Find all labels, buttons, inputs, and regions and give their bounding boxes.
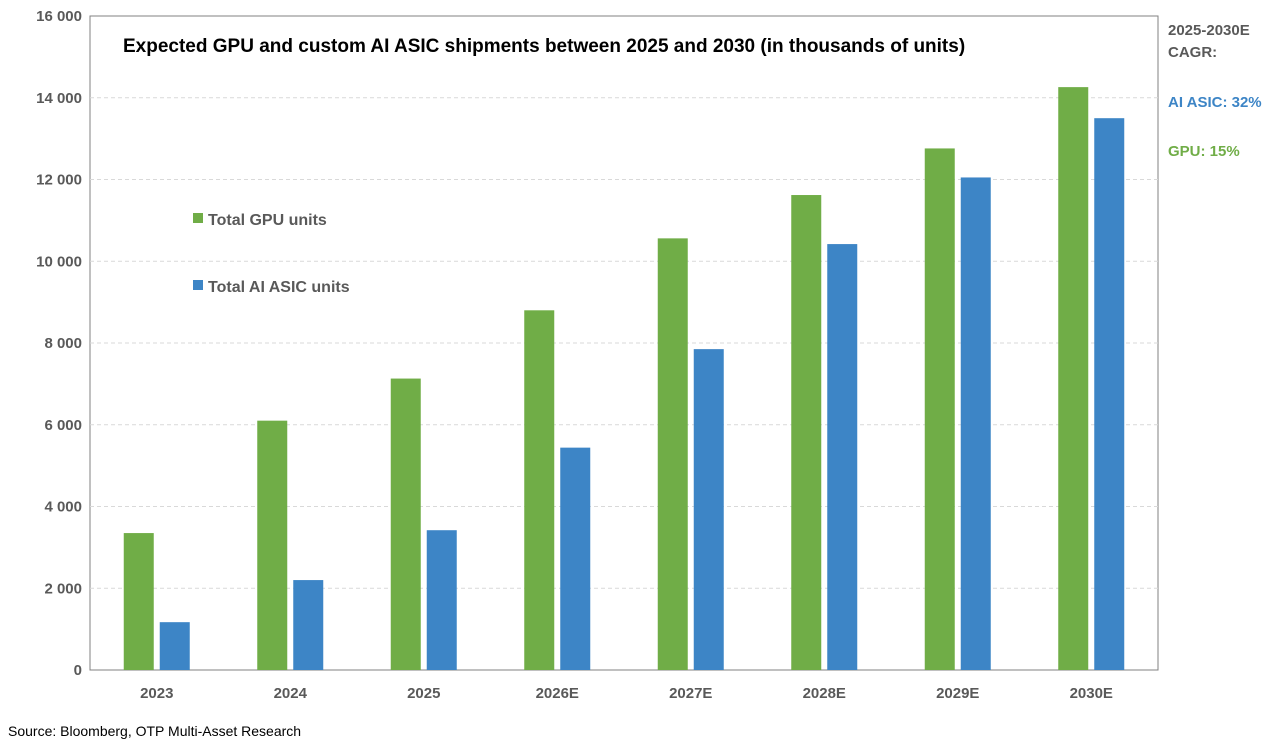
y-tick-label: 16 000	[36, 8, 82, 25]
y-tick-label: 12 000	[36, 172, 82, 189]
y-tick-label: 6 000	[44, 417, 82, 434]
x-tick-label: 2029E	[936, 685, 979, 702]
bar-gpu-2028E	[791, 195, 822, 670]
x-tick-label: 2028E	[803, 685, 846, 702]
cagr-gpu-value: GPU: 15%	[1168, 143, 1240, 160]
legend-label-asic: Total AI ASIC units	[208, 279, 350, 296]
bar-asic-2023	[159, 622, 190, 670]
bar-asic-2025	[426, 530, 457, 670]
x-tick-label: 2026E	[536, 685, 579, 702]
y-axis-ticks: 0 2 000 4 000 6 000 8 000 10 000 12 000 14 000 1…	[36, 8, 82, 679]
x-tick-label: 2023	[140, 685, 173, 702]
bar-gpu-2030E	[1058, 87, 1089, 670]
bar-asic-2027E	[693, 349, 724, 670]
y-tick-label: 8 000	[44, 335, 82, 352]
y-tick-label: 4 000	[44, 499, 82, 516]
y-tick-label: 0	[74, 662, 82, 679]
bar-gpu-2026E	[524, 310, 555, 670]
x-tick-label: 2030E	[1070, 685, 1113, 702]
legend-label-gpu: Total GPU units	[208, 212, 327, 229]
bar-asic-2024	[293, 580, 324, 670]
legend-swatch-gpu	[193, 213, 203, 223]
bar-gpu-2023	[123, 533, 154, 670]
bar-asic-2030E	[1094, 118, 1125, 670]
legend: Total GPU units Total AI ASIC units	[193, 212, 350, 296]
y-tick-label: 14 000	[36, 90, 82, 107]
bar-asic-2029E	[960, 177, 991, 671]
x-tick-label: 2025	[407, 685, 440, 702]
source-note: Source: Bloomberg, OTP Multi-Asset Resea…	[8, 723, 301, 739]
x-axis-ticks: 2023 2024 2025 2026E 2027E 2028E 2029E 2030E	[140, 685, 1113, 702]
y-tick-label: 10 000	[36, 253, 82, 270]
bars	[123, 87, 1125, 671]
cagr-heading-line1: 2025-2030E	[1168, 22, 1250, 39]
cagr-heading-line2: CAGR:	[1168, 44, 1217, 61]
cagr-box: 2025-2030E CAGR: AI ASIC: 32% GPU: 15%	[1168, 22, 1262, 160]
bar-asic-2028E	[827, 244, 858, 670]
chart-title: Expected GPU and custom AI ASIC shipment…	[123, 36, 965, 57]
bar-gpu-2025	[390, 378, 421, 670]
x-tick-label: 2027E	[669, 685, 712, 702]
bar-gpu-2024	[257, 420, 288, 670]
cagr-asic-value: AI ASIC: 32%	[1168, 94, 1262, 111]
bar-gpu-2027E	[657, 238, 688, 671]
y-tick-label: 2 000	[44, 580, 82, 597]
bar-asic-2026E	[560, 447, 591, 670]
x-tick-label: 2024	[274, 685, 308, 702]
bar-gpu-2029E	[924, 148, 955, 670]
legend-swatch-asic	[193, 280, 203, 290]
